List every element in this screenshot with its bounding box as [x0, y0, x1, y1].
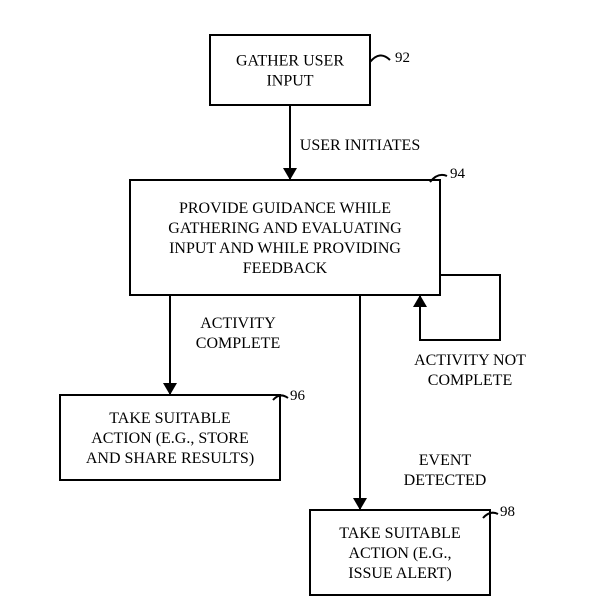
ref-number: 94 [450, 166, 466, 182]
node-label-line: AND SHARE RESULTS) [86, 450, 254, 467]
edge-label: EVENT [419, 452, 472, 469]
nodes-layer: GATHER USER INPUT 92 PROVIDE GUIDANCE WHILE… [60, 35, 515, 595]
node-label-line: ACTION (E.G., [348, 545, 451, 562]
arrowhead-icon [163, 383, 177, 395]
node-box [210, 35, 370, 105]
node-n96: TAKE SUITABLE ACTION (E.G., STORE AND SHAR… [60, 388, 306, 480]
ref-leader [370, 55, 390, 62]
node-label-line: ISSUE ALERT) [348, 565, 451, 582]
edge-label: COMPLETE [428, 372, 512, 389]
node-box [130, 180, 440, 295]
node-n94: PROVIDE GUIDANCE WHILE GATHERING AND EVAL… [130, 166, 466, 295]
edge-e1: USER INITIATES [283, 105, 420, 180]
flowchart-canvas: USER INITIATES ACTIVITY COMPLETE EVENT DETEC… [0, 0, 600, 616]
node-n92: GATHER USER INPUT 92 [210, 35, 410, 105]
ref-number: 92 [395, 50, 410, 66]
node-label-line: GATHER USER [236, 53, 344, 70]
arrowhead-icon [413, 295, 427, 307]
node-label-line: PROVIDE GUIDANCE WHILE [179, 200, 391, 217]
node-label-line: TAKE SUITABLE [339, 525, 460, 542]
edge-label: COMPLETE [196, 335, 280, 352]
node-label-line: INPUT AND WHILE PROVIDING [169, 240, 401, 257]
node-label-line: GATHERING AND EVALUATING [168, 220, 402, 237]
arrowhead-icon [353, 498, 367, 510]
ref-number: 96 [290, 388, 306, 404]
node-n98: TAKE SUITABLE ACTION (E.G., ISSUE ALERT) 98 [310, 504, 515, 595]
node-label-line: FEEDBACK [243, 260, 328, 277]
ref-number: 98 [500, 504, 515, 520]
edge-e2: ACTIVITY COMPLETE [163, 295, 280, 395]
edge-label: ACTIVITY [200, 315, 276, 332]
edge-label: DETECTED [404, 472, 487, 489]
node-label-line: INPUT [266, 73, 313, 90]
node-label-line: ACTION (E.G., STORE [91, 430, 248, 447]
edge-label: USER INITIATES [300, 137, 420, 154]
node-label-line: TAKE SUITABLE [109, 410, 230, 427]
edge-label: ACTIVITY NOT [414, 352, 526, 369]
arrowhead-icon [283, 168, 297, 180]
